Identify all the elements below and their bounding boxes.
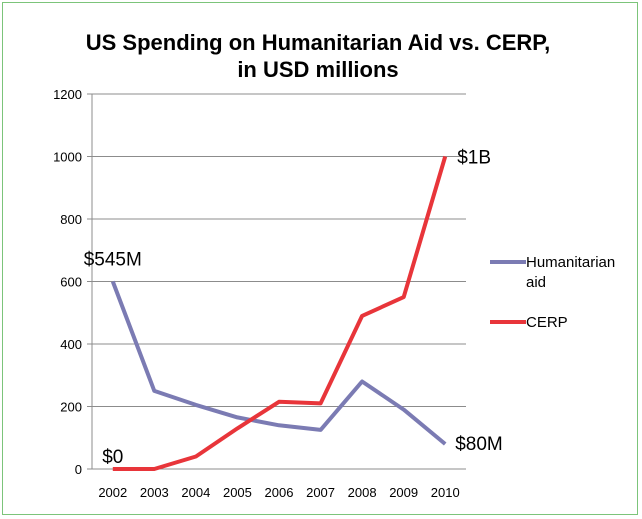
x-tick-label: 2004 xyxy=(181,485,210,500)
annotation-label: $0 xyxy=(102,447,123,468)
y-tick-label: 200 xyxy=(60,400,82,415)
x-tick-label: 2006 xyxy=(265,485,294,500)
y-tick-label: 1200 xyxy=(53,87,82,102)
chart-title: US Spending on Humanitarian Aid vs. CERP… xyxy=(86,30,551,82)
annotation-label: $1B xyxy=(457,148,491,169)
legend-label: aid xyxy=(526,274,546,291)
x-tick-label: 2009 xyxy=(389,485,418,500)
gridlines xyxy=(92,93,466,407)
y-tick-label: 800 xyxy=(60,212,82,227)
x-tick-label: 2010 xyxy=(431,485,460,500)
x-axis-tick-labels: 2002 2003 2004 2005 2006 2007 2008 2009 2010 xyxy=(98,485,459,500)
x-tick-label: 2008 xyxy=(348,485,377,500)
chart-title-line-2: in USD millions xyxy=(237,57,398,82)
x-tick-label: 2005 xyxy=(223,485,252,500)
y-tick-label: 400 xyxy=(60,337,82,352)
chart-title-line-1: US Spending on Humanitarian Aid vs. CERP… xyxy=(86,30,551,55)
series-lines xyxy=(110,155,448,471)
y-axis-tick-labels: 0 200 400 600 800 1000 1200 xyxy=(53,87,82,477)
legend-label: CERP xyxy=(526,314,568,331)
x-tick-label: 2002 xyxy=(98,485,127,500)
x-tick-label: 2003 xyxy=(140,485,169,500)
y-tick-label: 1000 xyxy=(53,150,82,165)
annotation-label: $545M xyxy=(84,250,142,271)
y-tick-label: 600 xyxy=(60,275,82,290)
series-line-humanitarian-aid xyxy=(110,280,447,446)
x-tick-label: 2007 xyxy=(306,485,335,500)
y-tick-label: 0 xyxy=(75,462,82,477)
annotation-label: $80M xyxy=(455,434,503,455)
legend: Humanitarian aid CERP xyxy=(490,254,615,331)
legend-label: Humanitarian xyxy=(526,254,615,271)
annotations: $545M $0 $1B $80M xyxy=(84,148,503,469)
series-line-cerp xyxy=(112,155,448,471)
